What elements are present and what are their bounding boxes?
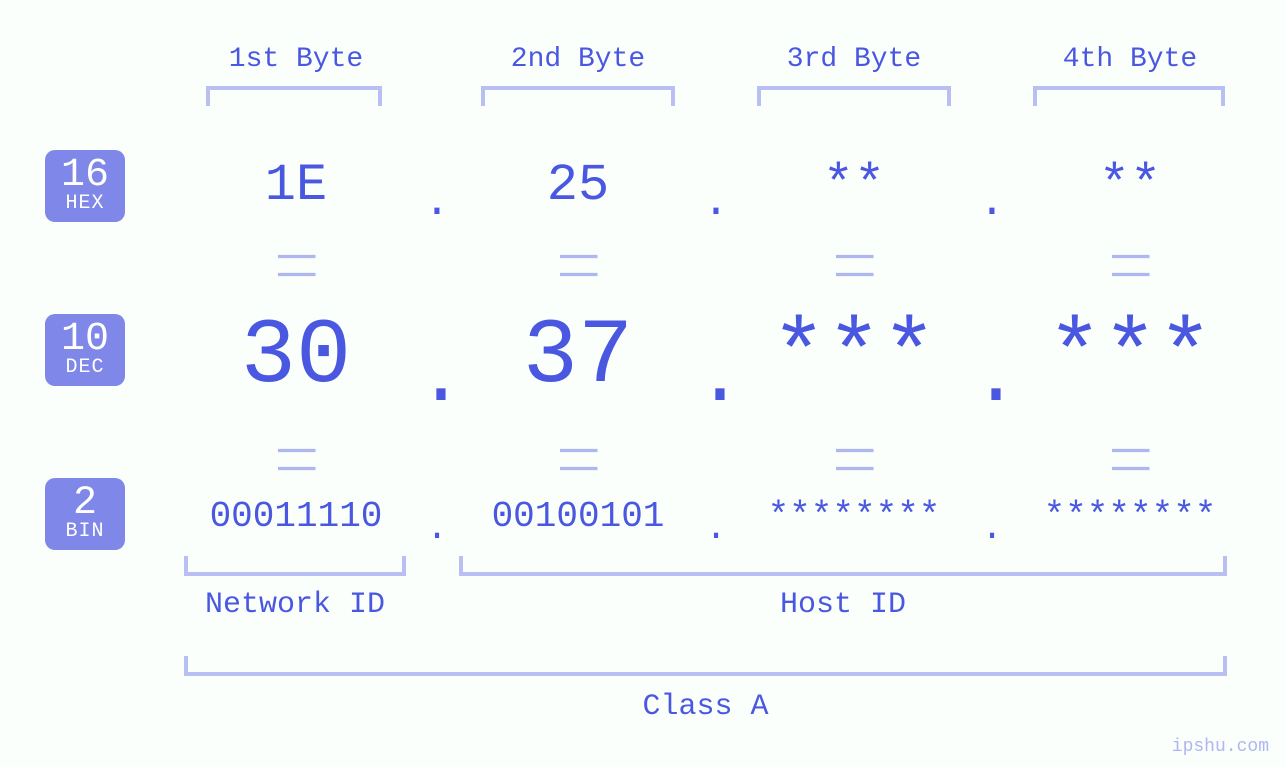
bin-byte-3: ******** xyxy=(724,496,984,537)
bin-dot-1: . xyxy=(417,508,457,549)
equals-icon: || xyxy=(274,427,319,487)
dec-byte-2: 37 xyxy=(448,304,708,409)
base-num-hex: 16 xyxy=(45,156,125,196)
watermark: ipshu.com xyxy=(1172,737,1269,757)
hex-dot-3: . xyxy=(972,178,1012,228)
base-num-dec: 10 xyxy=(45,320,125,360)
byte-label-1: 1st Byte xyxy=(166,44,426,75)
hex-byte-4: ** xyxy=(1000,156,1260,215)
byte-label-2: 2nd Byte xyxy=(448,44,708,75)
network-id-bracket xyxy=(184,556,406,576)
base-badge-bin: 2 BIN xyxy=(45,478,125,550)
host-id-label: Host ID xyxy=(459,588,1227,622)
top-bracket-1 xyxy=(206,86,382,106)
byte-label-3: 3rd Byte xyxy=(724,44,984,75)
hex-byte-1: 1E xyxy=(166,156,426,215)
base-badge-dec: 10 DEC xyxy=(45,314,125,386)
class-bracket xyxy=(184,656,1227,676)
equals-icon: || xyxy=(274,233,319,293)
top-bracket-4 xyxy=(1033,86,1225,106)
dec-dot-1: . xyxy=(417,334,457,425)
bin-dot-2: . xyxy=(696,508,736,549)
base-badge-hex: 16 HEX xyxy=(45,150,125,222)
equals-icon: || xyxy=(556,233,601,293)
hex-dot-2: . xyxy=(696,178,736,228)
equals-icon: || xyxy=(1108,233,1153,293)
bin-byte-4: ******** xyxy=(1000,496,1260,537)
hex-dot-1: . xyxy=(417,178,457,228)
dec-dot-3: . xyxy=(972,334,1012,425)
base-abbr-dec: DEC xyxy=(45,358,125,378)
equals-icon: || xyxy=(1108,427,1153,487)
class-label: Class A xyxy=(184,690,1227,724)
dec-byte-1: 30 xyxy=(166,304,426,409)
dec-byte-4: *** xyxy=(1000,304,1260,409)
base-abbr-bin: BIN xyxy=(45,522,125,542)
dec-dot-2: . xyxy=(696,334,736,425)
base-abbr-hex: HEX xyxy=(45,194,125,214)
host-id-bracket xyxy=(459,556,1227,576)
base-num-bin: 2 xyxy=(45,484,125,524)
bin-dot-3: . xyxy=(972,508,1012,549)
bin-byte-1: 00011110 xyxy=(166,496,426,537)
top-bracket-3 xyxy=(757,86,951,106)
byte-label-4: 4th Byte xyxy=(1000,44,1260,75)
hex-byte-3: ** xyxy=(724,156,984,215)
equals-icon: || xyxy=(832,427,877,487)
equals-icon: || xyxy=(556,427,601,487)
network-id-label: Network ID xyxy=(184,588,406,622)
top-bracket-2 xyxy=(481,86,675,106)
dec-byte-3: *** xyxy=(724,304,984,409)
ip-diagram: 1st Byte 2nd Byte 3rd Byte 4th Byte 16 H… xyxy=(0,0,1285,767)
hex-byte-2: 25 xyxy=(448,156,708,215)
bin-byte-2: 00100101 xyxy=(448,496,708,537)
equals-icon: || xyxy=(832,233,877,293)
